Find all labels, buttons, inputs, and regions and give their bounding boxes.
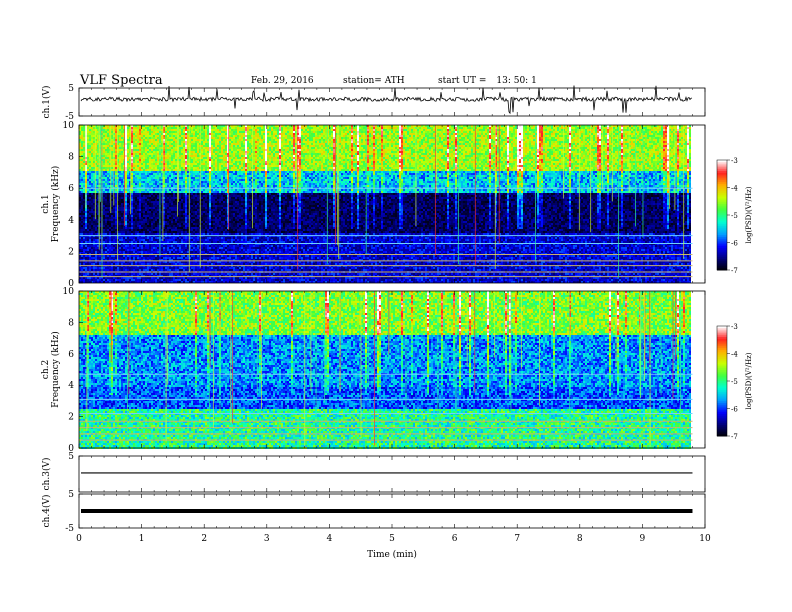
ch2-spectrogram-heatmap bbox=[79, 291, 691, 449]
x-tick-label: 2 bbox=[201, 534, 207, 544]
ch2-spectrogram-colorbar-tick-label: -5 bbox=[731, 378, 738, 386]
ch2-spectrogram-ylabel-channel: ch.2 bbox=[41, 360, 51, 379]
ch2-spectrogram-colorbar-tick-label: -7 bbox=[731, 433, 738, 441]
ch3-waveform-frame bbox=[79, 456, 705, 492]
ch1-waveform-ylabel: ch.1(V) bbox=[41, 86, 52, 119]
ch1-spectrogram-y-tick-label: 4 bbox=[68, 216, 74, 226]
ch2-spectrogram-ylabel-frequency: Frequency (kHz) bbox=[50, 331, 61, 408]
ch2-spectrogram-y-tick-label: 8 bbox=[68, 318, 74, 328]
x-axis-label: Time (min) bbox=[367, 549, 417, 560]
x-tick-label: 7 bbox=[514, 534, 520, 544]
ch1-spectrogram-colorbar-label: log(PSD)(V²/Hz) bbox=[745, 186, 753, 243]
ch2-spectrogram-y-tick-label: 10 bbox=[63, 287, 75, 297]
x-tick-label: 1 bbox=[139, 534, 145, 544]
x-tick-label: 5 bbox=[389, 534, 395, 544]
ch1-spectrogram-y-tick-label: 10 bbox=[63, 121, 75, 131]
ch3-waveform-y-tick-label: 5 bbox=[68, 452, 74, 462]
ch2-spectrogram-colorbar-tick-label: -4 bbox=[731, 351, 738, 359]
ch3-waveform-ylabel: ch.3(V) bbox=[41, 458, 52, 491]
ch1-waveform-line bbox=[81, 86, 692, 114]
ch4-waveform-y-tick-label: -5 bbox=[65, 524, 74, 534]
ch2-spectrogram-colorbar-label: log(PSD)(V²/Hz) bbox=[745, 352, 753, 409]
x-tick-label: 3 bbox=[264, 534, 270, 544]
x-tick-label: 6 bbox=[452, 534, 458, 544]
ch1-spectrogram-colorbar-tick-label: -7 bbox=[731, 267, 738, 275]
ch1-spectrogram-y-tick-label: 6 bbox=[68, 184, 74, 194]
x-tick-label: 9 bbox=[640, 534, 646, 544]
ch1-spectrogram-heatmap bbox=[79, 125, 691, 283]
ch2-spectrogram-colorbar-tick-label: -3 bbox=[731, 323, 738, 331]
x-tick-label: 8 bbox=[577, 534, 583, 544]
ch2-spectrogram-colorbar-tick-label: -6 bbox=[731, 406, 738, 414]
ch1-spectrogram-colorbar-tick-label: -5 bbox=[731, 212, 738, 220]
ch2-spectrogram-colorbar bbox=[717, 326, 727, 437]
x-tick-label: 0 bbox=[76, 534, 82, 544]
ch1-spectrogram-colorbar-tick-label: -3 bbox=[731, 157, 738, 165]
ch1-spectrogram-y-tick-label: 2 bbox=[68, 247, 74, 257]
x-tick-label: 4 bbox=[327, 534, 333, 544]
ch1-waveform-y-tick-label: 5 bbox=[68, 84, 74, 94]
ch1-spectrogram-ylabel-channel: ch.1 bbox=[41, 194, 51, 213]
ch1-spectrogram-colorbar-tick-label: -4 bbox=[731, 185, 738, 193]
x-tick-label: 10 bbox=[699, 534, 711, 544]
ch2-spectrogram-y-tick-label: 6 bbox=[68, 350, 74, 360]
ch1-spectrogram-y-tick-label: 8 bbox=[68, 153, 74, 163]
ch2-spectrogram-y-tick-label: 4 bbox=[68, 381, 74, 391]
ch1-spectrogram-colorbar-tick-label: -6 bbox=[731, 240, 738, 248]
ch4-waveform-y-tick-label: 5 bbox=[68, 490, 74, 500]
ch1-spectrogram-colorbar bbox=[717, 160, 727, 271]
ch4-waveform-ylabel: ch.4(V) bbox=[41, 495, 52, 528]
ch1-spectrogram-ylabel-frequency: Frequency (kHz) bbox=[50, 166, 61, 243]
ch2-spectrogram-y-tick-label: 2 bbox=[68, 413, 74, 423]
